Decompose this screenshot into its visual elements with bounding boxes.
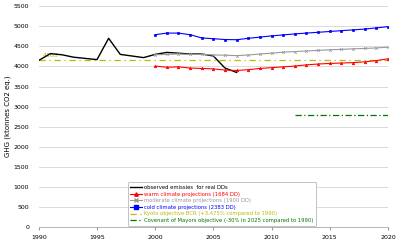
Legend: observed emissies  for real DDs, warm climate projections (1684 DD), moderate cl: observed emissies for real DDs, warm cli… [128, 183, 316, 226]
Y-axis label: GHG (ktonnes CO2 eq.): GHG (ktonnes CO2 eq.) [4, 76, 11, 157]
Text: 4163: 4163 [42, 53, 58, 58]
